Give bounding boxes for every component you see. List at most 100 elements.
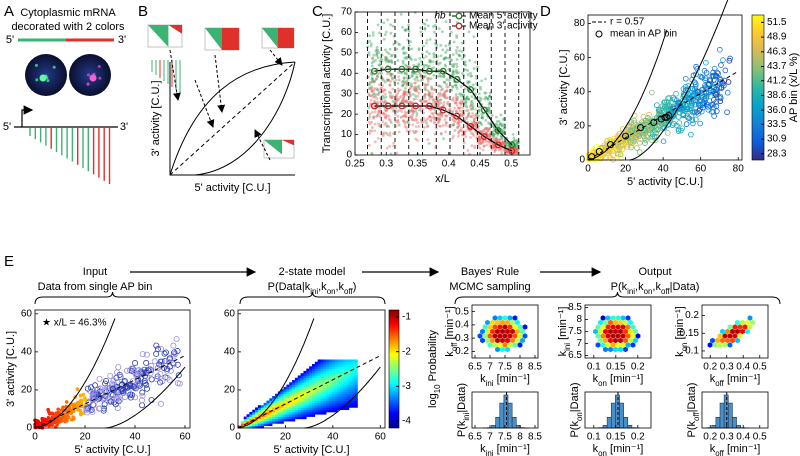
c-cloud-point [381,94,385,98]
hex-cell [613,319,618,326]
c-cloud-point [368,131,372,135]
c-cloud-point [371,31,375,34]
c-cloud-point [439,98,443,102]
c-cloud-point [384,109,387,113]
x-tick-label: 0.2 [703,362,717,373]
b-icon-green [264,140,282,155]
d-point [634,145,640,151]
c-cloud-point [428,58,432,62]
colorbar-tick-label: 48.9 [767,32,787,43]
c-cloud-point [432,115,436,118]
c-cloud-point [412,110,416,113]
c-cloud-point [419,26,422,30]
c-cloud-point [438,91,442,95]
hex-cell [487,342,493,348]
density-cell [292,407,296,411]
density-cell [320,364,324,367]
c-cloud-point [425,50,429,54]
colorbar [751,14,765,161]
hex-cell [735,319,740,326]
density-cell [260,412,264,415]
density-cell [249,418,253,422]
brace [239,291,386,305]
y-tick-label: 30 [341,88,353,99]
density-cell [266,400,270,404]
c-cloud-point [408,101,412,105]
hex-cell [625,315,631,321]
density-cell [320,370,324,374]
hex-cell [727,324,733,330]
density-cell [343,398,347,401]
hex-cell [605,315,611,321]
c-cloud-point [438,112,442,115]
c-cloud-point [515,150,519,154]
c-cloud-point [423,119,427,123]
c-cloud-point [503,126,506,130]
d-point [628,139,634,145]
c-cloud-point [384,116,388,120]
density-cell [351,361,355,365]
c-cloud-point [451,65,455,69]
hex-cell [633,328,638,335]
density-cell [346,382,350,385]
c-cloud-point [473,117,477,121]
density-cell [334,393,338,397]
density-cell [354,359,358,363]
c-cloud-point [466,115,470,118]
d-point [711,65,718,72]
d-point [645,127,651,134]
axis-label: 5' activity [C.U.] [74,444,150,456]
hex-cell [595,342,601,348]
hex-cell [477,333,483,339]
c-cloud-point [430,85,433,89]
density-cell [343,389,347,392]
c-cloud-point [424,55,428,58]
density-cell [323,377,327,381]
c-cloud-point [465,95,469,99]
hex-cell [515,328,520,335]
panel-label: D [540,3,551,20]
x-tick-label: 8.5 [528,432,542,443]
c-cloud-point [403,72,407,75]
c-cloud-point [466,80,469,83]
density-cell [329,396,333,399]
density-cell [354,384,358,388]
hexbin [593,315,641,353]
density-cell [277,412,281,415]
e-data-point [81,392,86,397]
c-cloud-point [367,120,371,124]
density-cell [337,361,341,365]
c-cloud-point [423,86,427,90]
c-cloud-point [403,92,406,96]
density-cell [343,377,347,381]
c-cloud-point [464,129,468,133]
c-cloud-point [401,61,405,65]
c-cloud-point [433,111,437,114]
density-cell [346,389,350,392]
c-cloud-point [432,121,436,125]
c-cloud-point [409,114,413,118]
c-cloud-point [405,90,409,94]
c-cloud-point [474,124,477,128]
c-cloud-point [405,65,409,69]
c-cloud-point [381,132,385,136]
axis-label: AP bin (x/L %) [788,53,800,123]
plot-frame [701,304,769,359]
y-tick-label: 20 [341,109,353,120]
c-cloud-point [459,112,463,116]
density-cell [280,407,284,411]
c-cloud-point [382,96,386,100]
density-cell [257,425,262,429]
c-cloud-point [515,147,519,151]
axis-label: koff [min⁻¹] [444,306,459,357]
density-cell [297,396,301,399]
label-part: k [480,443,486,455]
d-point [717,46,723,53]
label-part: P(k [569,421,581,438]
density-cell [255,409,259,413]
density-cell [329,386,333,390]
c-cloud-point [488,127,492,130]
y-tick-label: 0 [229,423,235,434]
c-cloud-point [395,102,398,106]
c-cloud-point [493,150,497,154]
